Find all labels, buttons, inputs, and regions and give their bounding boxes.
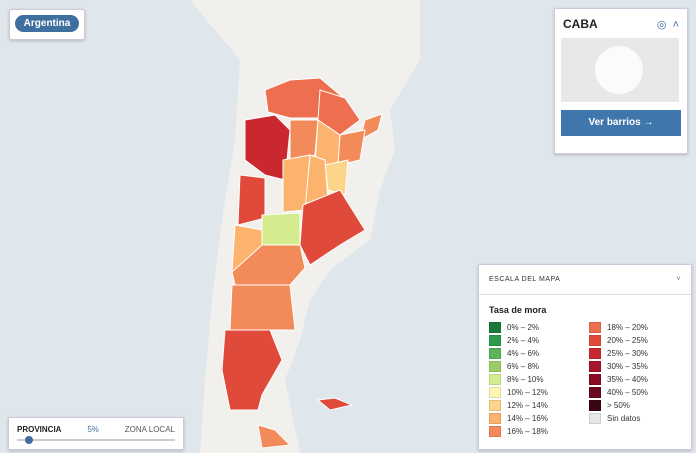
legend-item: 35% – 40% <box>589 373 681 386</box>
legend-swatch <box>489 361 501 372</box>
province <box>317 89 361 136</box>
region-title: CABA <box>563 17 598 31</box>
legend-label: 30% – 35% <box>607 362 648 371</box>
region-button[interactable]: Ver barrios → <box>561 110 681 136</box>
legend-label: 20% – 25% <box>607 336 648 345</box>
province <box>221 329 283 411</box>
legend-label: > 50% <box>607 401 630 410</box>
legend-label: 10% – 12% <box>507 388 548 397</box>
legend-label: 25% – 30% <box>607 349 648 358</box>
legend-swatch <box>589 387 601 398</box>
legend-item: 4% – 6% <box>489 347 581 360</box>
region-panel: CABA ◎ ˄ Ver barrios → <box>554 8 688 154</box>
legend-swatch <box>489 400 501 411</box>
legend-items: 0% – 2% 2% – 4% 4% – 6% 6% – 8% 8% – 10% 10% … <box>479 321 691 438</box>
legend-label: 12% – 14% <box>507 401 548 410</box>
legend-label: 2% – 4% <box>507 336 540 345</box>
country-box: Argentina <box>9 9 85 40</box>
legend-swatch <box>489 426 501 437</box>
legend-item: 12% – 14% <box>489 399 581 412</box>
legend-swatch <box>489 374 501 385</box>
legend-item: 0% – 2% <box>489 321 581 334</box>
legend-subtitle: Tasa de mora <box>489 305 547 315</box>
legend-swatch <box>589 348 601 359</box>
legend-toggle[interactable]: ˅ <box>676 276 681 283</box>
country-button[interactable]: Argentina <box>15 15 79 32</box>
legend-swatch <box>489 335 501 346</box>
legend-item: 8% – 10% <box>489 373 581 386</box>
legend-swatch <box>489 348 501 359</box>
legend-label: 40% – 50% <box>607 388 648 397</box>
legend-label: 14% – 16% <box>507 414 548 423</box>
legend-swatch <box>489 322 501 333</box>
legend-label: 8% – 10% <box>507 375 544 384</box>
slider-value: 5% <box>87 425 99 434</box>
legend-item: 16% – 18% <box>489 425 581 438</box>
legend-item: 25% – 30% <box>589 347 681 360</box>
legend-item: 14% – 16% <box>489 412 581 425</box>
province <box>237 174 266 226</box>
slider-handle[interactable] <box>25 436 33 444</box>
legend-swatch <box>489 413 501 424</box>
region-minimap <box>561 38 679 102</box>
province <box>261 212 301 246</box>
legend-label: 18% – 20% <box>607 323 648 332</box>
legend-item: 6% – 8% <box>489 360 581 373</box>
legend-swatch <box>589 322 601 333</box>
slider-left: PROVINCIA <box>17 425 62 434</box>
legend-swatch <box>489 387 501 398</box>
legend-label: 35% – 40% <box>607 375 648 384</box>
legend-swatch <box>589 374 601 385</box>
legend-label: 0% – 2% <box>507 323 540 332</box>
province <box>324 159 349 196</box>
legend-item: 30% – 35% <box>589 360 681 373</box>
legend-item: 40% – 50% <box>589 386 681 399</box>
legend-item: 20% – 25% <box>589 334 681 347</box>
province <box>289 119 319 161</box>
province <box>316 397 354 411</box>
legend-item: 2% – 4% <box>489 334 581 347</box>
legend-swatch <box>589 400 601 411</box>
region-button-label: Ver barrios <box>588 117 641 128</box>
legend-swatch <box>589 361 601 372</box>
legend-label: 4% – 6% <box>507 349 540 358</box>
region-controls[interactable]: ◎ ˄ <box>656 18 679 31</box>
legend-panel: ESCALA DEL MAPA ˅ Tasa de mora 0% – 2% 2% … <box>478 264 692 450</box>
legend-item: > 50% <box>589 399 681 412</box>
province <box>229 284 296 331</box>
legend-item: 18% – 20% <box>589 321 681 334</box>
legend-swatch <box>589 335 601 346</box>
province <box>257 424 292 449</box>
legend-label: 16% – 18% <box>507 427 548 436</box>
legend-title: ESCALA DEL MAPA <box>489 276 561 283</box>
legend-item: Sin datos <box>589 412 681 425</box>
slider-track[interactable] <box>17 436 175 444</box>
legend-label: 6% – 8% <box>507 362 540 371</box>
legend-item: 10% – 12% <box>489 386 581 399</box>
province <box>337 129 366 166</box>
slider-panel: PROVINCIA 5% ZONA LOCAL <box>8 417 184 450</box>
slider-right: ZONA LOCAL <box>124 425 175 434</box>
legend-label: Sin datos <box>607 414 641 423</box>
legend-swatch <box>589 413 601 424</box>
